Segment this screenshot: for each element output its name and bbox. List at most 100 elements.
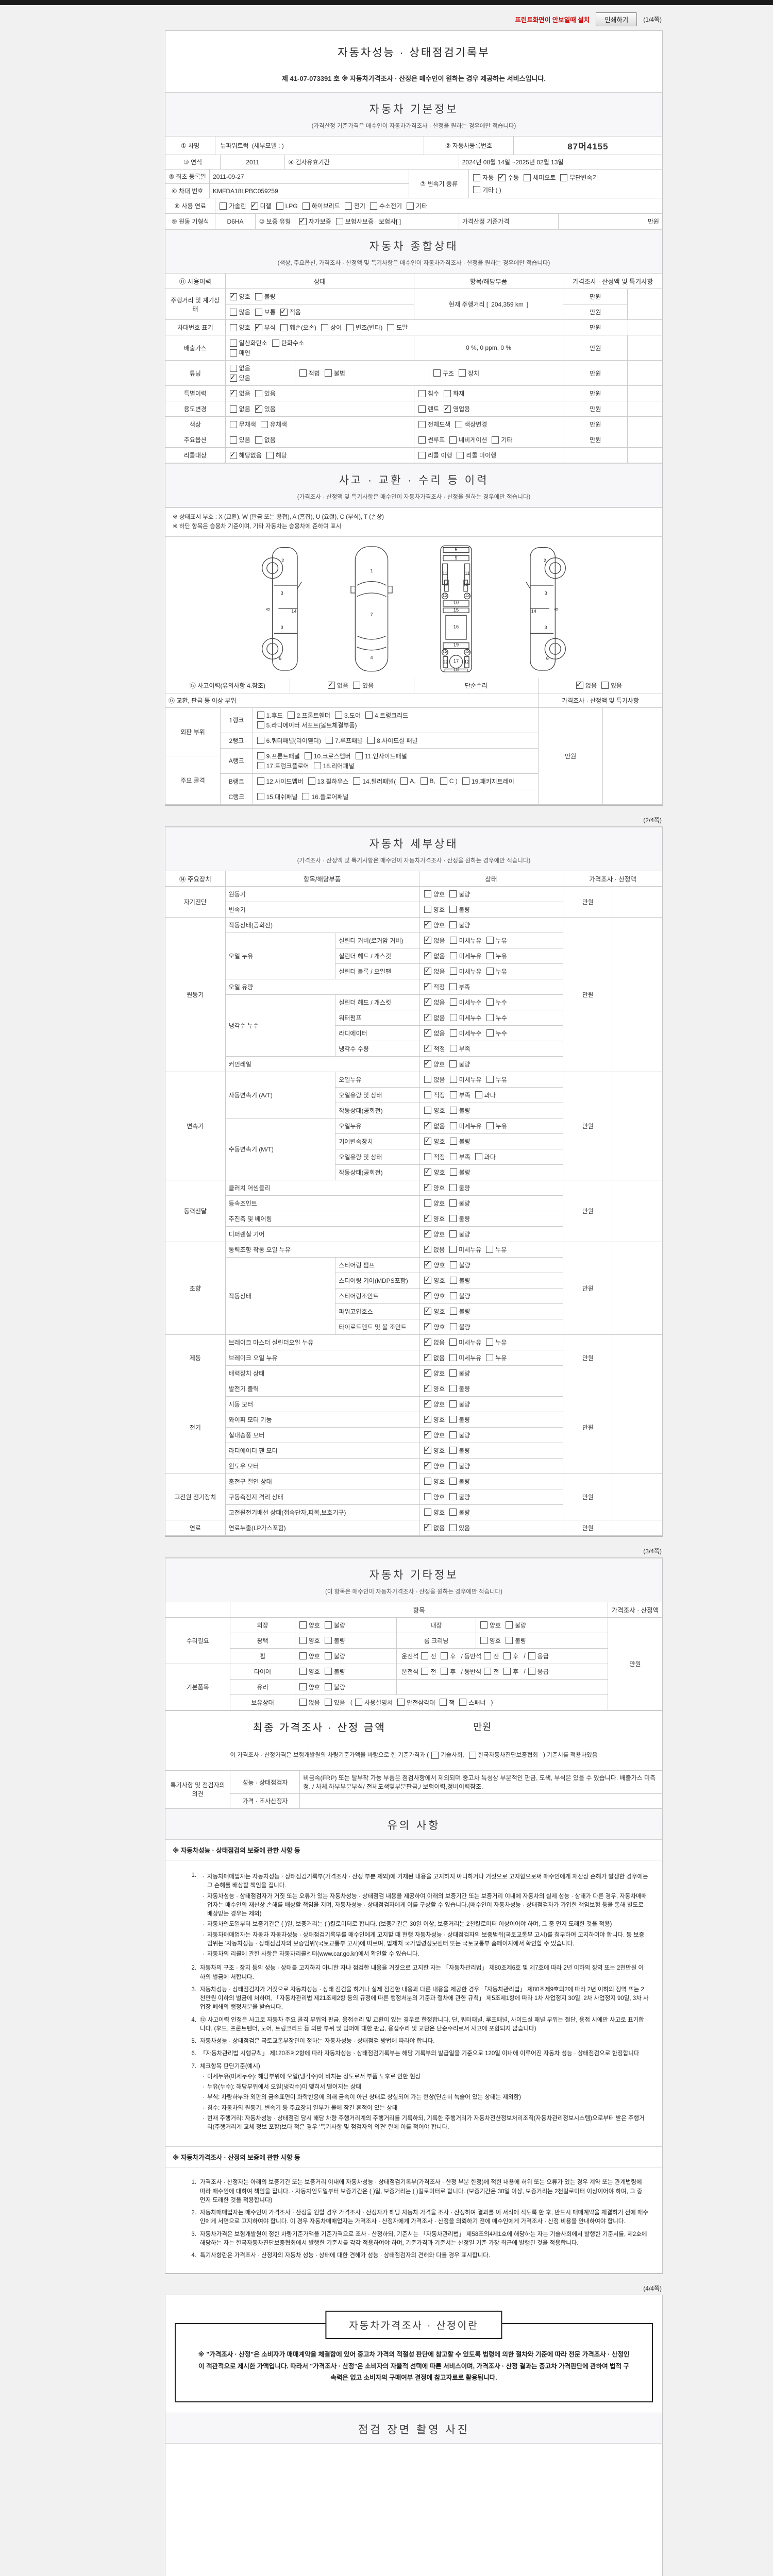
checkbox[interactable] [449, 1354, 457, 1362]
checkbox[interactable] [299, 1621, 307, 1629]
checkbox[interactable] [449, 983, 457, 991]
checkbox[interactable] [424, 1229, 432, 1238]
checkbox[interactable] [524, 174, 531, 181]
checkbox[interactable] [424, 1153, 432, 1161]
checkbox[interactable] [229, 349, 237, 357]
checkbox[interactable] [449, 1292, 457, 1300]
checkbox[interactable] [299, 369, 307, 377]
checkbox[interactable] [365, 711, 373, 719]
checkbox[interactable] [418, 389, 426, 397]
checkbox[interactable] [424, 1478, 432, 1485]
checkbox[interactable] [449, 998, 457, 1006]
checkbox[interactable] [255, 323, 262, 331]
checkbox[interactable] [424, 997, 432, 1006]
checkbox[interactable] [498, 173, 506, 181]
checkbox[interactable] [229, 339, 237, 347]
checkbox[interactable] [601, 682, 609, 689]
checkbox[interactable] [250, 201, 258, 210]
checkbox[interactable] [449, 1122, 457, 1130]
checkbox[interactable] [397, 1699, 405, 1706]
checkbox[interactable] [229, 292, 237, 300]
checkbox[interactable] [475, 1153, 482, 1161]
checkbox[interactable] [457, 451, 464, 459]
checkbox[interactable] [369, 202, 377, 210]
checkbox[interactable] [229, 450, 237, 459]
checkbox[interactable] [421, 1652, 429, 1660]
checkbox[interactable] [424, 1352, 432, 1362]
checkbox[interactable] [421, 1668, 429, 1675]
checkbox[interactable] [486, 1338, 494, 1346]
checkbox[interactable] [304, 752, 312, 760]
checkbox[interactable] [346, 324, 354, 331]
checkbox[interactable] [335, 217, 343, 225]
checkbox[interactable] [424, 1493, 432, 1501]
checkbox[interactable] [387, 324, 395, 331]
checkbox[interactable] [486, 1076, 494, 1083]
checkbox[interactable] [468, 1751, 476, 1759]
checkbox[interactable] [407, 202, 414, 210]
checkbox[interactable] [486, 998, 494, 1006]
checkbox[interactable] [418, 405, 426, 413]
checkbox[interactable] [229, 405, 237, 413]
checkbox[interactable] [424, 966, 432, 975]
checkbox[interactable] [324, 1621, 332, 1629]
checkbox[interactable] [424, 1291, 432, 1300]
checkbox[interactable] [424, 1167, 432, 1176]
checkbox[interactable] [344, 202, 352, 210]
checkbox[interactable] [449, 906, 457, 913]
checkbox[interactable] [424, 951, 432, 960]
checkbox[interactable] [528, 1668, 535, 1675]
checkbox[interactable] [424, 1121, 432, 1130]
checkbox[interactable] [473, 186, 481, 194]
checkbox[interactable] [462, 777, 469, 785]
checkbox[interactable] [449, 1076, 457, 1083]
checkbox[interactable] [458, 369, 466, 377]
checkbox[interactable] [492, 436, 499, 444]
checkbox[interactable] [449, 1509, 457, 1516]
checkbox[interactable] [229, 364, 237, 372]
checkbox[interactable] [308, 777, 315, 785]
checkbox[interactable] [257, 762, 264, 770]
checkbox[interactable] [255, 293, 262, 300]
checkbox[interactable] [424, 1091, 432, 1099]
checkbox[interactable] [486, 952, 494, 960]
checkbox[interactable] [486, 1014, 494, 1022]
checkbox[interactable] [449, 1045, 457, 1053]
checkbox[interactable] [424, 890, 432, 898]
checkbox[interactable] [449, 1493, 457, 1501]
checkbox[interactable] [449, 1014, 457, 1022]
checkbox[interactable] [424, 1509, 432, 1516]
checkbox[interactable] [449, 1385, 457, 1393]
checkbox[interactable] [484, 1668, 492, 1675]
checkbox[interactable] [449, 436, 457, 444]
checkbox[interactable] [449, 1153, 457, 1161]
checkbox[interactable] [449, 1447, 457, 1454]
checkbox[interactable] [299, 216, 307, 225]
checkbox[interactable] [367, 737, 375, 744]
checkbox[interactable] [449, 1277, 457, 1284]
checkbox[interactable] [220, 202, 227, 210]
checkbox[interactable] [324, 1637, 332, 1645]
checkbox[interactable] [424, 920, 432, 929]
checkbox[interactable] [299, 1668, 307, 1675]
checkbox[interactable] [257, 737, 264, 744]
checkbox[interactable] [418, 451, 426, 459]
checkbox[interactable] [229, 420, 237, 428]
print-button[interactable]: 인쇄하기 [596, 12, 637, 26]
checkbox[interactable] [433, 369, 441, 377]
checkbox[interactable] [444, 389, 451, 397]
checkbox[interactable] [229, 373, 237, 382]
checkbox[interactable] [449, 1462, 457, 1470]
checkbox[interactable] [449, 921, 457, 929]
checkbox[interactable] [424, 1182, 432, 1192]
checkbox[interactable] [424, 1461, 432, 1470]
checkbox[interactable] [353, 777, 361, 785]
checkbox[interactable] [355, 1699, 362, 1706]
checkbox[interactable] [449, 937, 457, 944]
checkbox[interactable] [431, 1751, 439, 1759]
checkbox[interactable] [449, 1091, 457, 1099]
checkbox[interactable] [255, 308, 262, 316]
checkbox[interactable] [424, 1028, 432, 1037]
checkbox[interactable] [475, 1091, 482, 1099]
checkbox[interactable] [449, 1431, 457, 1439]
